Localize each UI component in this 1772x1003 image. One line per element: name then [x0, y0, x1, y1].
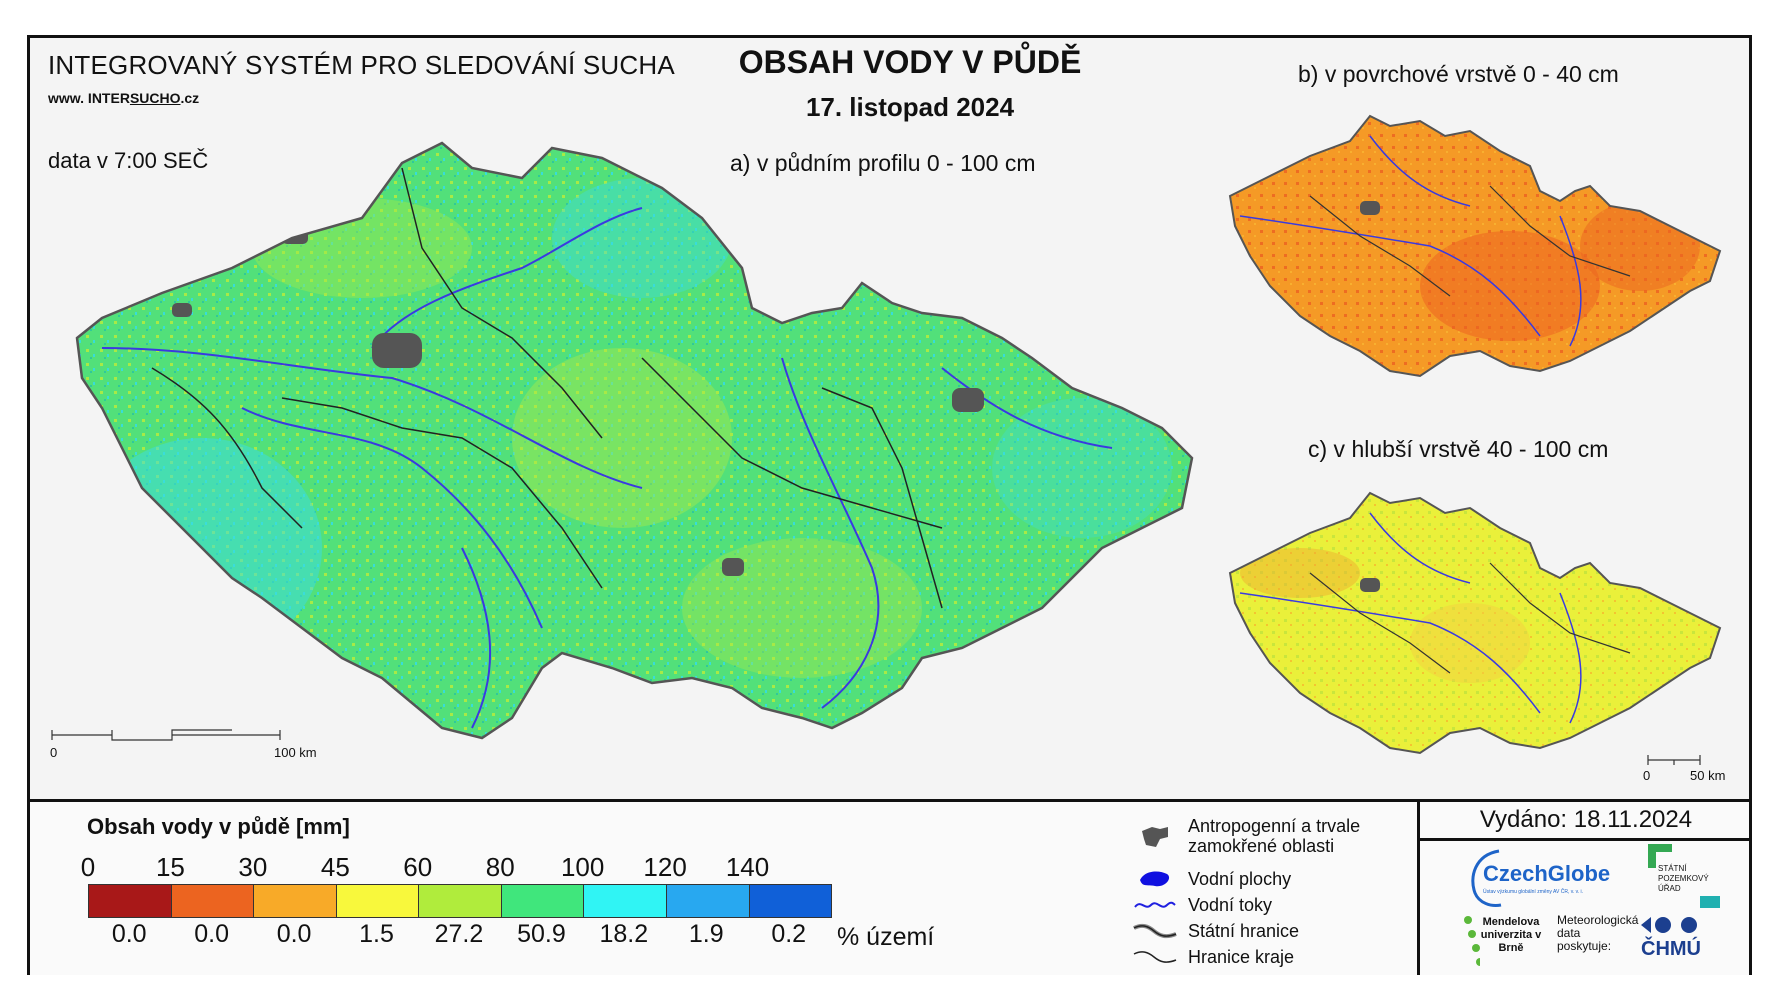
mendelu-dots-icon [1464, 916, 1480, 966]
legend-percentage: 1.5 [359, 920, 394, 948]
czechglobe-name: CzechGlobe [1483, 861, 1611, 886]
legend-swatches [88, 884, 832, 918]
legend-percentage: 0.0 [111, 920, 147, 948]
site-prefix: www. INTER [48, 90, 130, 106]
legend-tick: 30 [238, 852, 268, 882]
legend-title: Obsah vody v půdě [mm] [87, 814, 350, 839]
legend-percentage: 0.0 [276, 920, 312, 948]
legend-percentage: 27.2 [434, 920, 484, 948]
map-b [1228, 114, 1722, 378]
river-icon [1130, 890, 1180, 920]
legend-ticks: 0 15 30 45 60 80 100 120 140 [80, 852, 850, 882]
scale-small-zero: 0 [1643, 768, 1651, 783]
website-link[interactable]: www. INTERSUCHO.cz [48, 90, 199, 106]
legend-swatch [584, 885, 667, 917]
scale-bar-main [51, 729, 281, 741]
czechglobe-subtitle: Ústav výzkumu globální změny AV ČR, v. v… [1483, 889, 1584, 895]
region-border-label: Hranice kraje [1188, 947, 1295, 967]
legend-anthropogenic: Antropogenní a trvale zamokřené oblasti [1130, 816, 1378, 856]
chmu-symbol-icon [1641, 917, 1697, 933]
date-title: 17. listopad 2024 [805, 92, 1015, 122]
legend-tick: 60 [403, 852, 433, 882]
legend-tick: 45 [320, 852, 350, 882]
legend-tick: 80 [485, 852, 515, 882]
rivers-label: Vodní toky [1188, 895, 1273, 915]
chmu-name: ČHMÚ [1641, 938, 1701, 960]
czechglobe-logo[interactable]: CzechGlobe Ústav výzkumu globální změny … [1465, 847, 1615, 909]
legend-swatch [501, 885, 585, 917]
legend-swatch [666, 885, 750, 917]
spu-logo[interactable]: STÁTNÍ POZEMKOVÝ ÚŘAD [1648, 844, 1738, 908]
site-underlined: SUCHO [129, 90, 181, 106]
issue-box: Vydáno: 18.11.2024 CzechGlobe Ústav výzk… [1417, 802, 1752, 975]
legend-swatch [254, 885, 337, 917]
spu-name: STÁTNÍ POZEMKOVÝ ÚŘAD [1658, 864, 1709, 893]
legend-water-bodies: Vodní plochy [1130, 864, 1291, 894]
legend-tick: 140 [725, 852, 770, 882]
legend-swatch [171, 885, 255, 917]
water-bodies-label: Vodní plochy [1188, 869, 1292, 889]
map-c-label: c) v hlubší vrstvě 40 - 100 cm [1308, 436, 1609, 462]
mendelu-name: Mendelova univerzita v Brně [1480, 916, 1542, 954]
legend-swatch [749, 885, 832, 917]
legend-swatch [89, 885, 172, 917]
legend-swatch [419, 885, 502, 917]
scale-bar-small [1647, 755, 1701, 765]
czechglobe-arc-icon [1471, 849, 1502, 907]
map-b-label: b) v povrchové vrstvě 0 - 40 cm [1298, 61, 1619, 87]
map-a [75, 141, 1194, 740]
state-border-label: Státní hranice [1188, 921, 1300, 941]
legend-rivers: Vodní toky [1130, 890, 1272, 920]
legend-percentage: 0.0 [194, 920, 230, 948]
map-area: INTEGROVANÝ SYSTÉM PRO SLEDOVÁNÍ SUCHA w… [30, 38, 1749, 798]
legend-percentage: 0.2 [771, 920, 807, 948]
legend-percentage: 1.9 [688, 920, 724, 948]
map-c [1228, 491, 1722, 755]
state-border-icon [1130, 916, 1180, 946]
site-suffix: .cz [180, 90, 200, 106]
water-body-icon [1130, 864, 1180, 894]
percent-unit: % území [837, 923, 935, 951]
system-title: INTEGROVANÝ SYSTÉM PRO SLEDOVÁNÍ SUCHA [48, 50, 675, 80]
legend-tick: 100 [560, 852, 605, 882]
meteo-note: Meteorologická data poskytuje: [1557, 913, 1639, 974]
meteo-note-text: Meteorologická data poskytuje: [1557, 913, 1639, 953]
scale-main-end: 100 km [274, 745, 317, 760]
legend-percentage: 50.9 [517, 920, 566, 948]
mendelu-logo[interactable]: Mendelova univerzita v Brně [1460, 912, 1550, 972]
scale-main-zero: 0 [50, 745, 58, 760]
legend-bar: Obsah vody v půdě [mm] 0 15 30 45 60 80 100 120… [30, 799, 1752, 975]
main-title: OBSAH VODY V PŮDĚ [738, 44, 1082, 80]
anthropogenic-label: Antropogenní a trvale zamokřené oblasti [1188, 816, 1361, 856]
spu-teal-icon [1700, 896, 1720, 908]
issued-date: Vydáno: 18.11.2024 [1420, 802, 1752, 841]
legend-tick: 120 [643, 852, 687, 882]
legend-region-border: Hranice kraje [1130, 942, 1294, 972]
spu-green-icon [1648, 844, 1672, 868]
region-border-icon [1130, 942, 1180, 972]
legend-tick: 15 [155, 852, 185, 882]
data-time: data v 7:00 SEČ [48, 148, 209, 173]
anthropogenic-area-icon [1130, 821, 1180, 851]
legend-percentage: 18.2 [599, 920, 649, 948]
chmu-logo[interactable]: ČHMÚ [1635, 914, 1725, 972]
scale-small-end: 50 km [1690, 768, 1726, 783]
legend-tick: 0 [80, 852, 96, 882]
map-frame: INTEGROVANÝ SYSTÉM PRO SLEDOVÁNÍ SUCHA w… [27, 35, 1752, 975]
legend-percentages: 0.0 0.0 0.0 1.5 27.2 50.9 18.2 1.9 0.2 [88, 920, 830, 949]
legend-state-border: Státní hranice [1130, 916, 1299, 946]
map-a-label: a) v půdním profilu 0 - 100 cm [730, 150, 1036, 176]
legend-swatch [336, 885, 420, 917]
